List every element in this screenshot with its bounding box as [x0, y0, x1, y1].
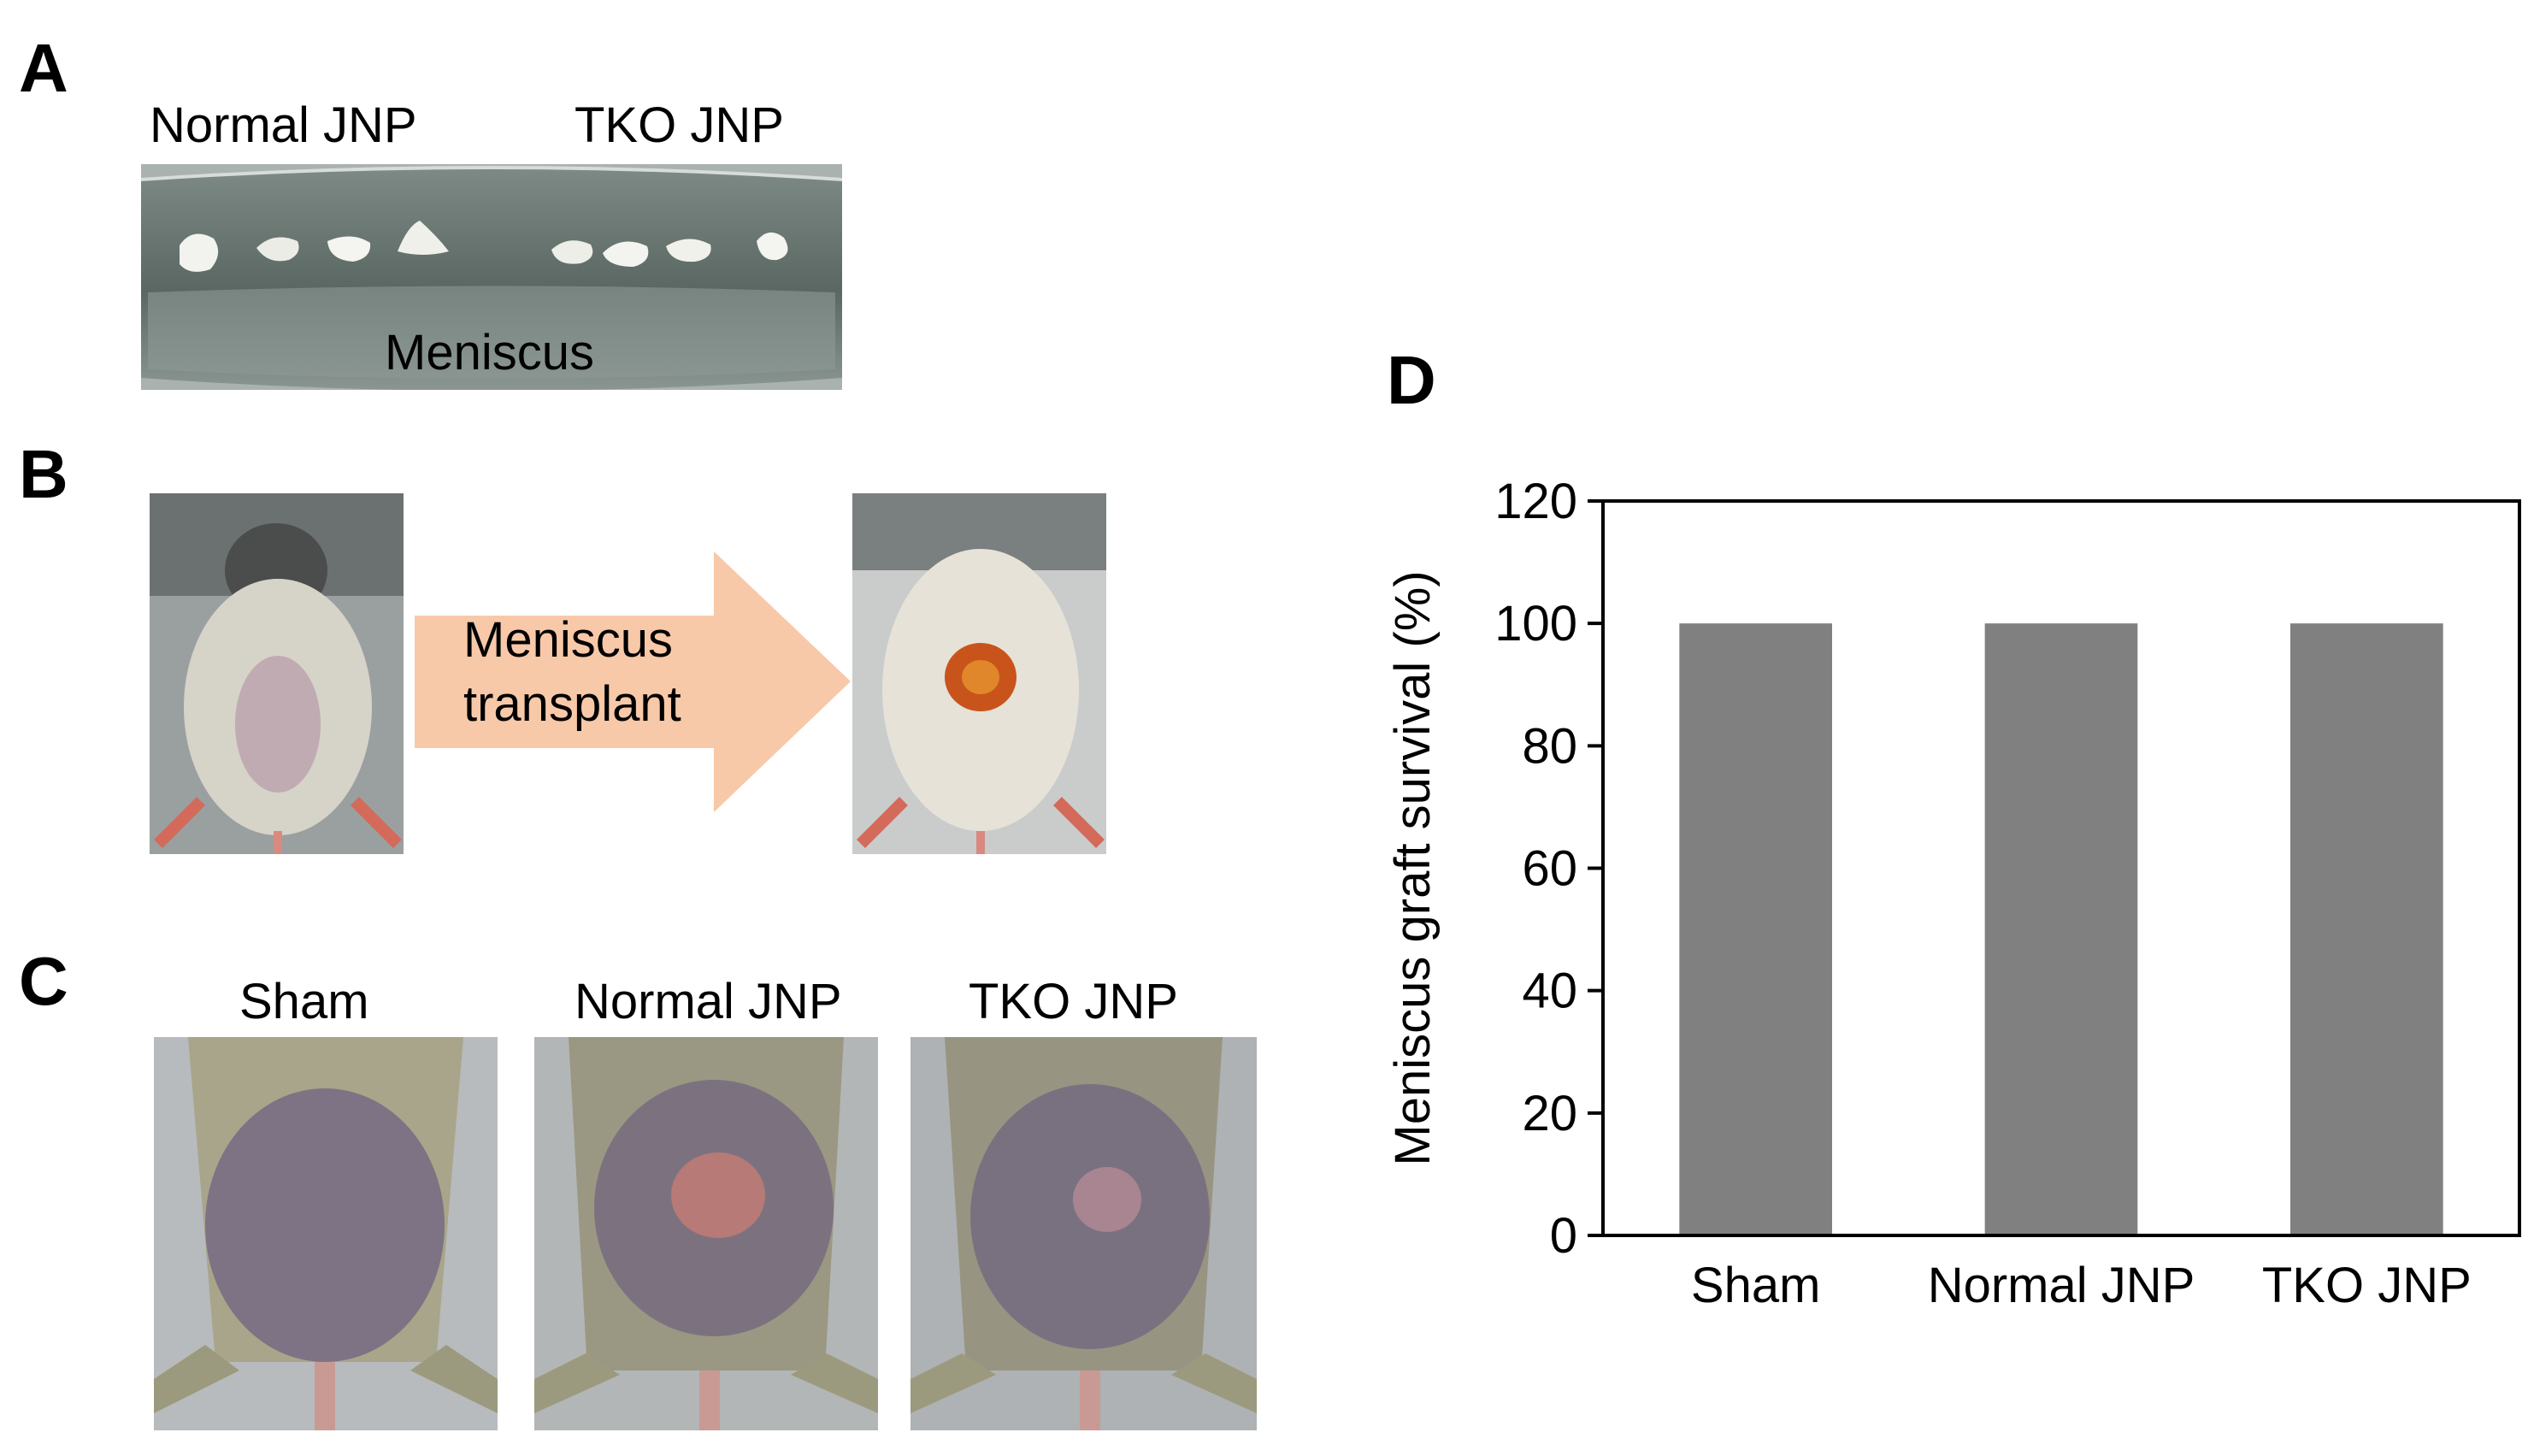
- y-tick-label: 80: [1522, 718, 1577, 774]
- chart-ticks-group: 0 20 40 60 80 100 120 Sham Normal JNP TKO JNP: [1494, 474, 2472, 1313]
- chart-bars-group: [1679, 623, 2443, 1235]
- panel-letter-b: B: [19, 436, 68, 512]
- y-tick-label: 100: [1494, 596, 1577, 651]
- petri-dish-illustration: [141, 164, 842, 390]
- y-tick-label: 60: [1522, 841, 1577, 897]
- panel-letter-a: A: [19, 30, 68, 106]
- arrow-text-line2: transplant: [463, 676, 681, 732]
- mouse-sham-illustration: [154, 1037, 498, 1430]
- panel-c-label-sham: Sham: [239, 974, 369, 1029]
- y-axis-label: Meniscus graft survival (%): [1385, 570, 1441, 1165]
- mouse-photo-tko-jnp: [910, 1037, 1257, 1430]
- y-tick-label: 40: [1522, 964, 1577, 1019]
- panel-a-label-normal-jnp: Normal JNP: [150, 97, 417, 153]
- mouse-photo-sham: [154, 1037, 498, 1430]
- mouse-tko-jnp-illustration: [910, 1037, 1257, 1430]
- panel-letter-c: C: [19, 943, 68, 1019]
- arrow-shape: [415, 551, 851, 812]
- survival-bar-chart: 0 20 40 60 80 100 120 Sham Normal JNP TKO JNP Men…: [1385, 474, 2521, 1313]
- panel-letter-d: D: [1387, 342, 1436, 418]
- panel-a-label-tko-jnp: TKO JNP: [575, 97, 784, 153]
- mouse-after-illustration: [852, 493, 1106, 854]
- y-tick-label: 120: [1494, 474, 1577, 529]
- transplant-arrow: Meniscus transplant: [415, 551, 851, 812]
- bar-tko-jnp: [2290, 623, 2443, 1235]
- arrow-text-line1: Meniscus: [463, 612, 673, 668]
- dish-label-meniscus: Meniscus: [385, 325, 594, 380]
- y-tick-label: 20: [1522, 1086, 1577, 1141]
- panel-c-label-tko-jnp: TKO JNP: [969, 974, 1178, 1029]
- panel-c-label-normal-jnp: Normal JNP: [575, 974, 842, 1029]
- bar-normal-jnp: [1984, 623, 2138, 1235]
- x-tick-label: Normal JNP: [1928, 1258, 2195, 1313]
- y-tick-label: 0: [1550, 1208, 1577, 1264]
- bar-sham: [1679, 623, 1832, 1235]
- x-tick-label: Sham: [1691, 1258, 1821, 1313]
- mouse-photo-normal-jnp: [534, 1037, 878, 1430]
- mouse-photo-before: [150, 493, 404, 854]
- mouse-before-illustration: [150, 493, 404, 854]
- x-tick-label: TKO JNP: [2262, 1258, 2472, 1313]
- mouse-photo-after: [852, 493, 1106, 854]
- petri-dish-photo: Meniscus: [141, 164, 842, 390]
- mouse-normal-jnp-illustration: [534, 1037, 878, 1430]
